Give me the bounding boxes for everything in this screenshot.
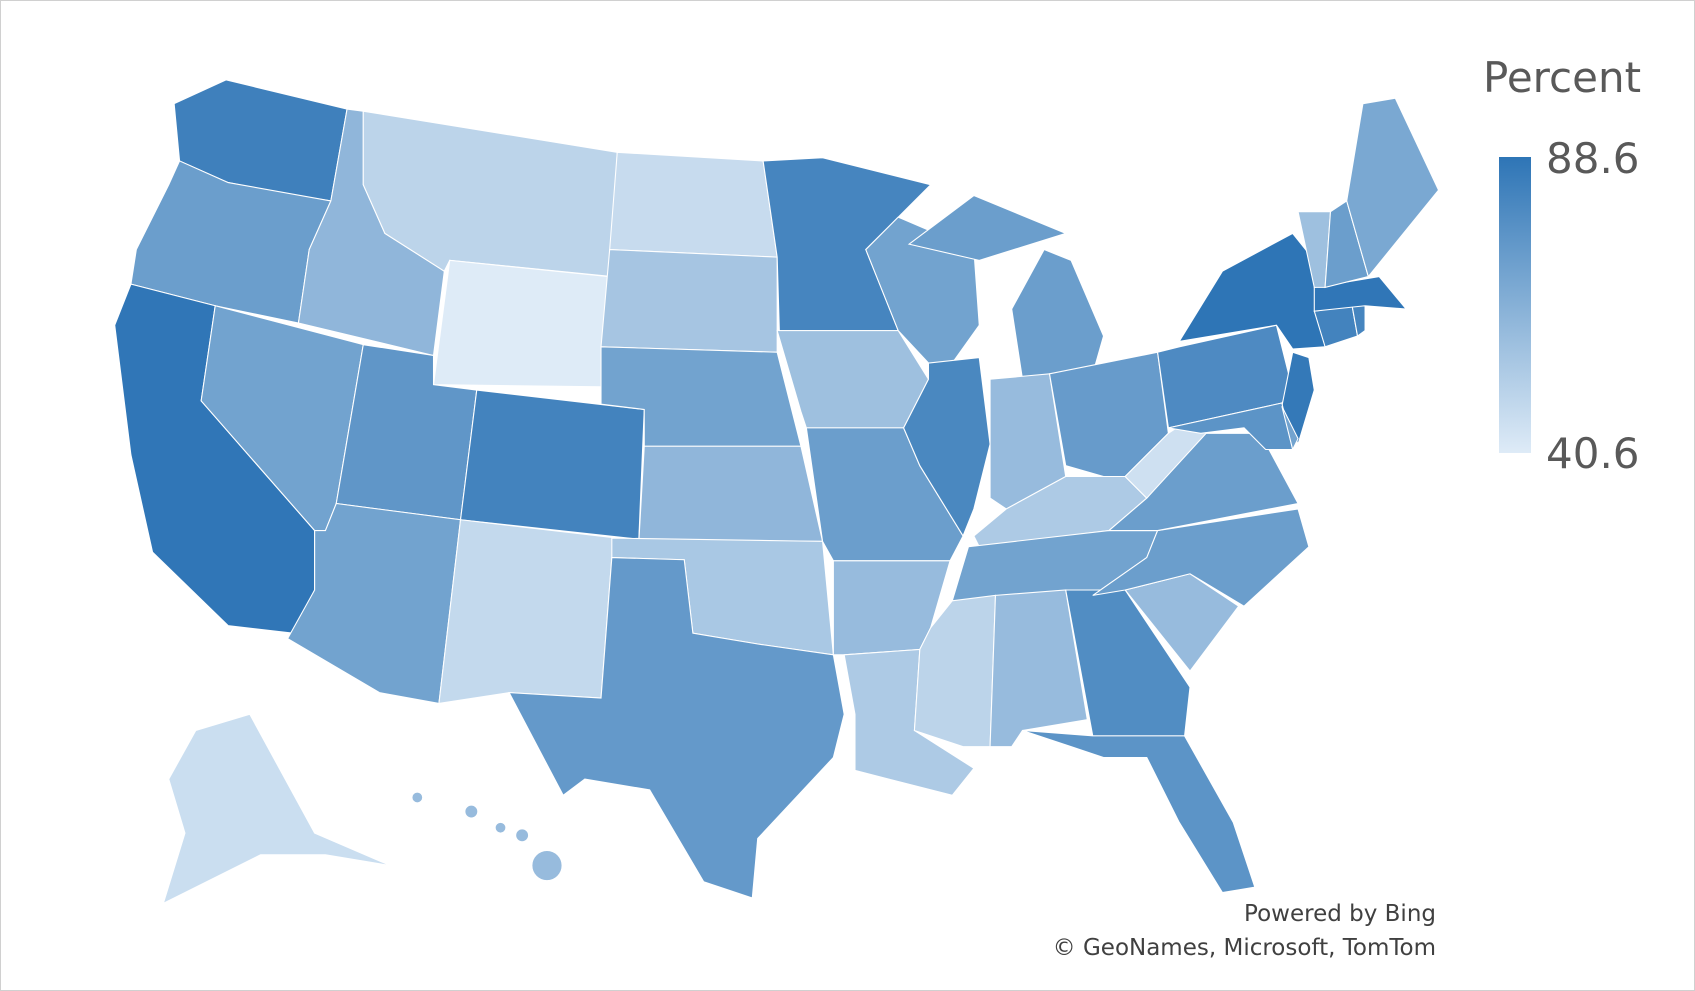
state-shape [776,330,930,429]
state-md [1168,402,1294,451]
state-shape [609,151,778,258]
state-shape [162,713,391,905]
legend-title: Percent [1483,53,1642,102]
state-me [1346,97,1440,278]
state-or [130,160,332,324]
island-shape [464,804,479,819]
island-shape [411,791,424,804]
state-shape [1092,508,1310,607]
state-sd [600,248,778,353]
state-shape [1168,402,1294,451]
state-shape [438,519,618,705]
state-mi [907,194,1105,380]
state-shape [1281,351,1315,446]
state-shape [638,445,824,542]
state-shape [1281,406,1299,452]
state-nm [438,519,618,705]
state-shape [1346,97,1440,278]
state-ak [162,713,391,905]
state-nj [1281,351,1315,446]
state-shape [903,357,991,538]
state-tx [508,557,845,899]
state-shape [459,389,645,540]
legend-max-label: 88.6 [1546,134,1640,183]
legend-min-label: 40.6 [1546,429,1640,478]
state-shape [600,248,778,353]
state-shape [907,194,1068,261]
state-de [1281,406,1299,452]
state-shape [1011,248,1105,380]
state-il [903,357,991,538]
state-ia [776,330,930,429]
state-hi [411,791,563,882]
state-co [459,389,645,540]
state-wy [432,259,610,388]
state-shape [508,557,845,899]
state-shape [130,160,332,324]
powered-by-credit: Powered by Bing [1244,901,1436,927]
state-nd [609,151,778,258]
island-shape [531,849,563,882]
state-nc [1092,508,1310,607]
legend-color-scale [1499,157,1531,453]
state-shape [432,259,610,388]
state-ma [1313,275,1408,312]
copyright-credit: © GeoNames, Microsoft, TomTom [1052,935,1436,961]
state-ks [638,445,824,542]
island-shape [494,821,507,834]
state-shape [1022,729,1256,894]
state-fl [1022,729,1256,894]
state-shape [1313,275,1408,312]
island-shape [515,828,530,843]
